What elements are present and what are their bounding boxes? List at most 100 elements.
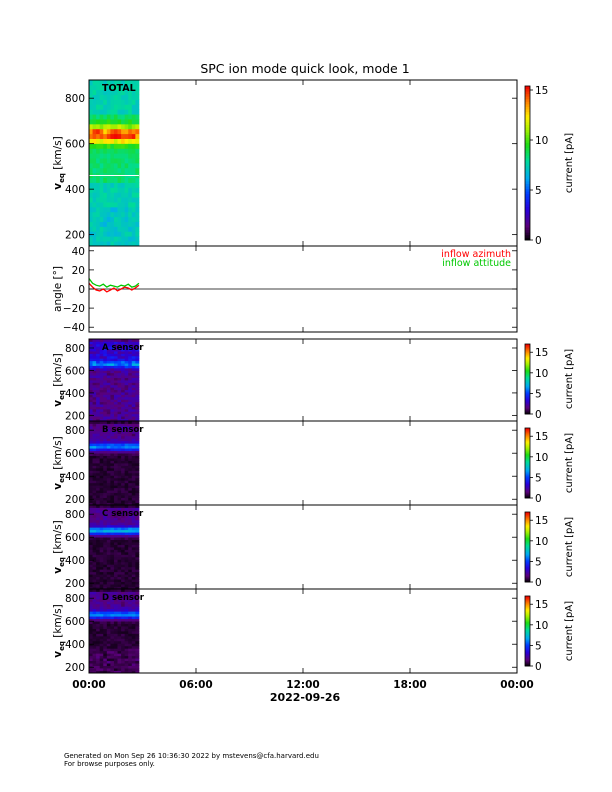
heatmap-cell — [89, 138, 93, 144]
heatmap-cell — [89, 408, 93, 412]
heatmap-cell — [124, 660, 129, 664]
heatmap-cell — [131, 581, 136, 585]
y-tick-label: 600 — [65, 616, 85, 628]
heatmap-cell — [92, 84, 97, 91]
heatmap-cell — [92, 665, 97, 669]
heatmap-cell — [106, 655, 111, 659]
heatmap-cell — [99, 428, 104, 432]
heatmap-cell — [99, 351, 104, 354]
heatmap-cell — [103, 450, 108, 454]
heatmap-cell — [106, 648, 111, 652]
colorbar-cell — [525, 465, 530, 467]
heatmap-cell — [110, 539, 115, 543]
heatmap-cell — [124, 399, 129, 403]
heatmap-cell — [124, 569, 129, 573]
heatmap-cell — [128, 143, 133, 149]
heatmap-cell — [96, 598, 101, 602]
colorbar-cell — [525, 109, 530, 113]
heatmap-cell — [89, 463, 93, 466]
heatmap-cell — [117, 433, 122, 437]
heatmap-cell — [106, 559, 111, 563]
heatmap-cell — [92, 611, 97, 615]
colorbar-cell — [525, 216, 530, 220]
heatmap-cell — [89, 593, 93, 597]
heatmap-cell — [135, 163, 140, 169]
colorbar-cell — [525, 514, 530, 516]
heatmap-cell — [121, 89, 126, 96]
heatmap-cell — [92, 638, 97, 642]
heatmap-cell — [96, 128, 101, 135]
colorbar-cell — [525, 463, 530, 465]
heatmap-cell — [121, 187, 126, 193]
heatmap-cell — [117, 216, 122, 222]
heatmap-cell — [117, 236, 122, 242]
heatmap-cell — [96, 544, 101, 548]
heatmap-cell — [96, 382, 101, 386]
heatmap-cell — [117, 581, 122, 585]
heatmap-cell — [96, 591, 101, 595]
heatmap-cell — [99, 621, 104, 624]
heatmap-cell — [92, 236, 97, 242]
heatmap-cell — [124, 440, 129, 444]
colorbar-cell — [525, 551, 530, 554]
heatmap-cell — [113, 355, 118, 359]
heatmap-cell — [103, 104, 108, 110]
heatmap-cell — [131, 341, 136, 345]
heatmap-cell — [113, 564, 118, 568]
colorbar-cell — [525, 561, 530, 563]
heatmap-cell — [110, 443, 115, 447]
heatmap-cell — [106, 380, 111, 383]
heatmap-cell — [89, 522, 93, 526]
heatmap-cell — [124, 584, 129, 587]
heatmap-cell — [113, 341, 118, 345]
heatmap-cell — [96, 421, 101, 424]
heatmap-cell — [117, 467, 122, 471]
heatmap-cell — [131, 487, 136, 491]
heatmap-cell — [103, 231, 108, 237]
heatmap-cell — [117, 448, 122, 452]
heatmap-cell — [121, 517, 126, 521]
heatmap-cell — [96, 561, 101, 565]
heatmap-cell — [124, 608, 129, 612]
heatmap-cell — [103, 211, 108, 218]
colorbar-cell — [525, 515, 530, 518]
heatmap-cell — [117, 365, 122, 369]
heatmap-cell — [89, 475, 93, 479]
heatmap-cell — [110, 485, 115, 489]
heatmap-cell — [110, 104, 115, 110]
heatmap-cell — [131, 534, 136, 538]
heatmap-cell — [110, 611, 115, 615]
heatmap-cell — [113, 544, 118, 548]
heatmap-cell — [99, 443, 104, 447]
heatmap-cell — [99, 643, 104, 647]
heatmap-cell — [117, 559, 122, 563]
y-tick-label: 800 — [65, 93, 85, 105]
heatmap-cell — [96, 547, 101, 550]
heatmap-cell — [124, 167, 129, 174]
heatmap-cell — [103, 387, 108, 391]
heatmap-cell — [128, 355, 133, 359]
colorbar-cell — [525, 356, 530, 359]
heatmap-cell — [117, 640, 122, 644]
colorbar-cell — [525, 597, 530, 599]
heatmap-cell — [135, 358, 140, 362]
heatmap-cell — [92, 561, 97, 565]
heatmap-cell — [121, 133, 126, 139]
heatmap-cell — [89, 177, 93, 183]
heatmap-cell — [124, 443, 129, 447]
heatmap-cell — [113, 408, 118, 412]
heatmap-cell — [124, 406, 129, 410]
heatmap-cell — [89, 564, 93, 568]
heatmap-cell — [110, 455, 115, 459]
heatmap-cell — [121, 663, 126, 666]
heatmap-cell — [103, 631, 108, 634]
heatmap-cell — [92, 470, 97, 474]
heatmap-cell — [121, 497, 126, 501]
heatmap-cell — [96, 406, 101, 410]
heatmap-cell — [121, 514, 126, 518]
colorbar-cell — [525, 528, 530, 530]
heatmap-cell — [135, 519, 140, 523]
heatmap-cell — [135, 490, 140, 494]
heatmap-cell — [128, 628, 133, 632]
heatmap-cell — [106, 547, 111, 550]
